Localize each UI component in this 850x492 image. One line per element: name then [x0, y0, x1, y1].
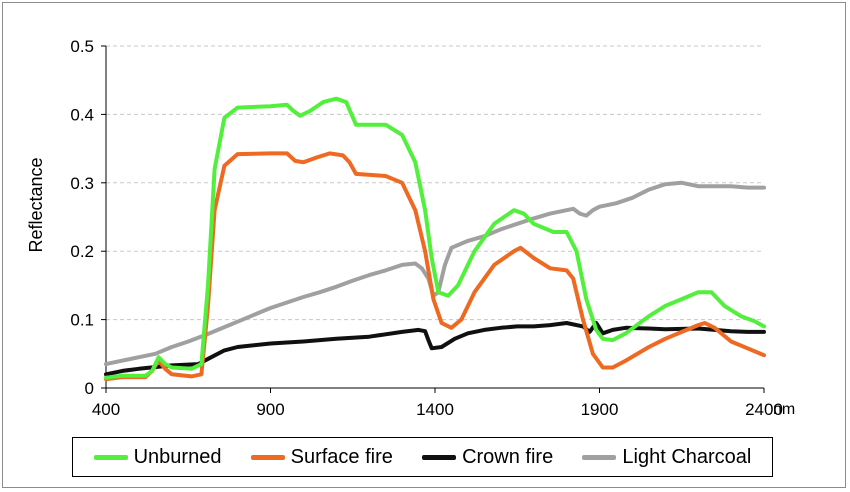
legend-label-light-charcoal: Light Charcoal — [622, 445, 752, 468]
series-line-light-charcoal — [104, 180, 766, 367]
legend-label-unburned: Unburned — [133, 445, 222, 468]
y-tick-label-3: 0.3 — [70, 174, 94, 193]
x-tick-label-0: 400 — [92, 400, 120, 419]
legend: Unburned Surface fire Crown fire Light C… — [72, 437, 773, 477]
legend-item-crown-fire: Crown fire — [422, 446, 553, 469]
legend-swatch-light-charcoal — [582, 454, 617, 460]
legend-item-surface-fire: Surface fire — [250, 445, 393, 469]
legend-swatch-crown-fire — [422, 454, 457, 460]
y-tick-label-1: 0.1 — [70, 311, 94, 330]
legend-label-crown-fire: Crown fire — [462, 445, 554, 468]
axes — [101, 45, 765, 393]
x-tick-label-2: 1400 — [416, 400, 454, 419]
legend-swatch-surface-fire — [250, 454, 285, 460]
x-tick-label-3: 1900 — [581, 400, 619, 419]
legend-item-unburned: Unburned — [93, 445, 222, 469]
y-tick-label-5: 0.5 — [70, 37, 94, 56]
series-line-unburned — [104, 96, 766, 380]
x-tick-label-4: 2400 — [745, 400, 783, 419]
y-tick-label-2: 0.2 — [70, 242, 94, 261]
y-tick-label-4: 0.4 — [70, 105, 94, 124]
gridlines — [106, 45, 764, 321]
x-axis-unit: nm — [773, 401, 795, 418]
series-line-crown-fire — [104, 321, 766, 377]
legend-label-surface-fire: Surface fire — [290, 445, 393, 468]
y-axis-label: Reflectance — [26, 157, 46, 252]
y-tick-label-0: 0 — [85, 379, 94, 398]
tick-labels: 0 0.1 0.2 0.3 0.4 0.5 400 900 1400 1900 2400 — [70, 37, 783, 419]
x-tick-label-1: 900 — [256, 400, 284, 419]
series-lines — [104, 96, 766, 382]
legend-item-light-charcoal: Light Charcoal — [582, 446, 751, 469]
legend-swatch-unburned — [93, 454, 128, 460]
